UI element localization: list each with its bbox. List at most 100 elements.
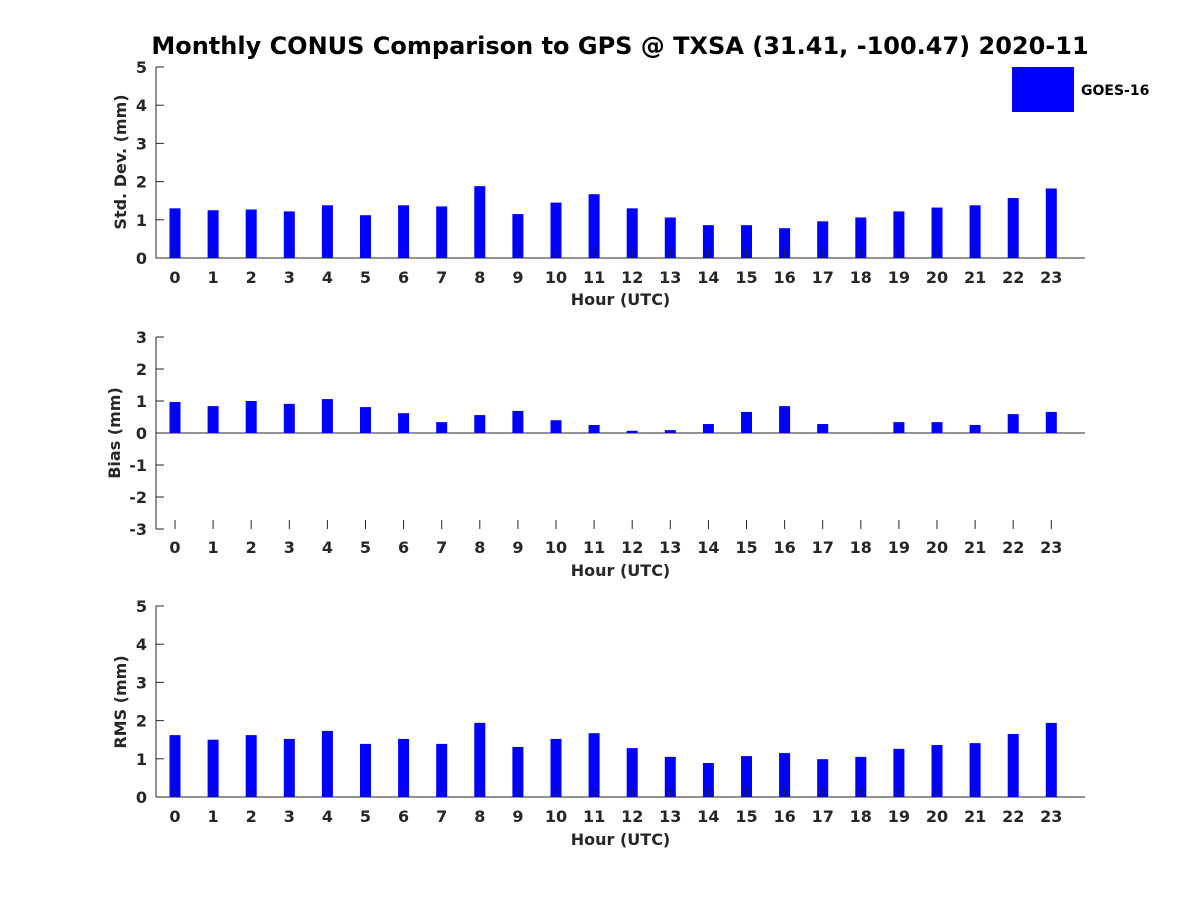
x-tick-label: 10 xyxy=(545,268,567,287)
x-tick-label: 15 xyxy=(735,268,757,287)
bar-hour-16 xyxy=(779,406,791,433)
bar-hour-13 xyxy=(664,756,676,797)
bar-hour-6 xyxy=(398,205,410,258)
bar-hour-8 xyxy=(474,722,486,797)
x-tick-label: 14 xyxy=(697,268,719,287)
bar-hour-10 xyxy=(550,420,562,433)
legend-label-goes16: GOES-16 xyxy=(1081,83,1149,99)
x-tick-label: 8 xyxy=(474,538,485,557)
x-tick-label: 22 xyxy=(1002,538,1024,557)
bar-hour-10 xyxy=(550,202,562,258)
x-tick-label: 2 xyxy=(246,538,257,557)
y-tick-label: -1 xyxy=(129,456,147,475)
bar-hour-18 xyxy=(855,217,867,258)
x-tick-label: 22 xyxy=(1002,268,1024,287)
bar-hour-2 xyxy=(245,401,257,433)
x-tick-label: 20 xyxy=(926,268,948,287)
x-tick-label: 9 xyxy=(512,268,523,287)
y-tick-label: 3 xyxy=(136,673,147,692)
y-tick-label: 0 xyxy=(136,249,147,268)
x-tick-label: 9 xyxy=(512,807,523,826)
bar-hour-1 xyxy=(207,406,219,433)
bar-hour-16 xyxy=(779,753,791,797)
x-tick-label: 22 xyxy=(1002,807,1024,826)
y-axis-label: Std. Dev. (mm) xyxy=(111,94,130,229)
x-tick-label: 3 xyxy=(284,538,295,557)
bar-hour-16 xyxy=(779,228,791,258)
x-tick-label: 16 xyxy=(773,538,795,557)
bar-hour-8 xyxy=(474,415,486,433)
x-tick-label: 2 xyxy=(246,268,257,287)
x-tick-label: 3 xyxy=(284,807,295,826)
bar-hour-11 xyxy=(588,733,600,797)
bar-hour-0 xyxy=(169,208,181,258)
x-tick-label: 18 xyxy=(850,807,872,826)
legend: GOES-16 xyxy=(1012,67,1149,112)
y-tick-label: 5 xyxy=(136,597,147,616)
bar-hour-17 xyxy=(817,221,829,258)
x-tick-label: 12 xyxy=(621,538,643,557)
bar-hour-1 xyxy=(207,210,219,258)
bar-hour-3 xyxy=(283,211,295,258)
x-tick-label: 11 xyxy=(583,538,605,557)
bar-hour-13 xyxy=(664,217,676,258)
x-tick-label: 0 xyxy=(169,807,180,826)
bar-hour-14 xyxy=(702,763,714,797)
x-tick-label: 19 xyxy=(888,538,910,557)
bar-hour-17 xyxy=(817,759,829,797)
x-tick-label: 11 xyxy=(583,268,605,287)
bar-hour-11 xyxy=(588,425,600,433)
y-tick-label: -3 xyxy=(129,520,147,539)
bar-hour-19 xyxy=(893,211,905,258)
x-tick-label: 9 xyxy=(512,538,523,557)
bar-hour-22 xyxy=(1007,414,1019,433)
bar-hour-19 xyxy=(893,422,905,433)
x-tick-label: 2 xyxy=(246,807,257,826)
bar-hour-4 xyxy=(321,730,333,797)
bar-hour-14 xyxy=(702,424,714,433)
bar-hour-9 xyxy=(512,214,524,258)
bar-hour-5 xyxy=(360,743,371,797)
x-tick-label: 6 xyxy=(398,807,409,826)
bar-hour-15 xyxy=(741,411,752,433)
x-tick-label: 10 xyxy=(545,807,567,826)
bar-hour-23 xyxy=(1045,188,1057,258)
y-tick-label: 3 xyxy=(136,328,147,347)
x-tick-label: 14 xyxy=(697,538,719,557)
bar-hour-23 xyxy=(1045,411,1057,433)
x-tick-label: 1 xyxy=(208,807,219,826)
bar-hour-12 xyxy=(626,748,638,797)
x-tick-label: 13 xyxy=(659,268,681,287)
x-tick-label: 0 xyxy=(169,268,180,287)
x-tick-label: 16 xyxy=(773,807,795,826)
x-tick-label: 18 xyxy=(850,268,872,287)
x-tick-label: 6 xyxy=(398,538,409,557)
x-tick-label: 13 xyxy=(659,538,681,557)
bar-hour-4 xyxy=(321,205,333,258)
x-tick-label: 21 xyxy=(964,807,986,826)
bar-hour-9 xyxy=(512,410,524,433)
x-tick-label: 14 xyxy=(697,807,719,826)
x-tick-label: 8 xyxy=(474,268,485,287)
x-tick-label: 6 xyxy=(398,268,409,287)
x-tick-label: 7 xyxy=(436,538,447,557)
bar-hour-20 xyxy=(931,207,943,258)
x-tick-label: 7 xyxy=(436,268,447,287)
x-tick-label: 17 xyxy=(812,268,834,287)
bar-hour-2 xyxy=(245,735,257,797)
bar-hour-18 xyxy=(855,756,867,797)
bar-hour-20 xyxy=(931,422,943,433)
x-tick-label: 0 xyxy=(169,538,180,557)
y-tick-label: 2 xyxy=(136,712,147,731)
x-tick-label: 20 xyxy=(926,538,948,557)
x-tick-label: 15 xyxy=(735,807,757,826)
x-tick-label: 1 xyxy=(208,268,219,287)
bar-hour-12 xyxy=(626,430,638,433)
y-axis-label: RMS (mm) xyxy=(111,655,130,748)
x-tick-label: 11 xyxy=(583,807,605,826)
x-tick-label: 17 xyxy=(812,807,834,826)
bar-hour-11 xyxy=(588,194,600,258)
bar-hour-22 xyxy=(1007,733,1019,797)
